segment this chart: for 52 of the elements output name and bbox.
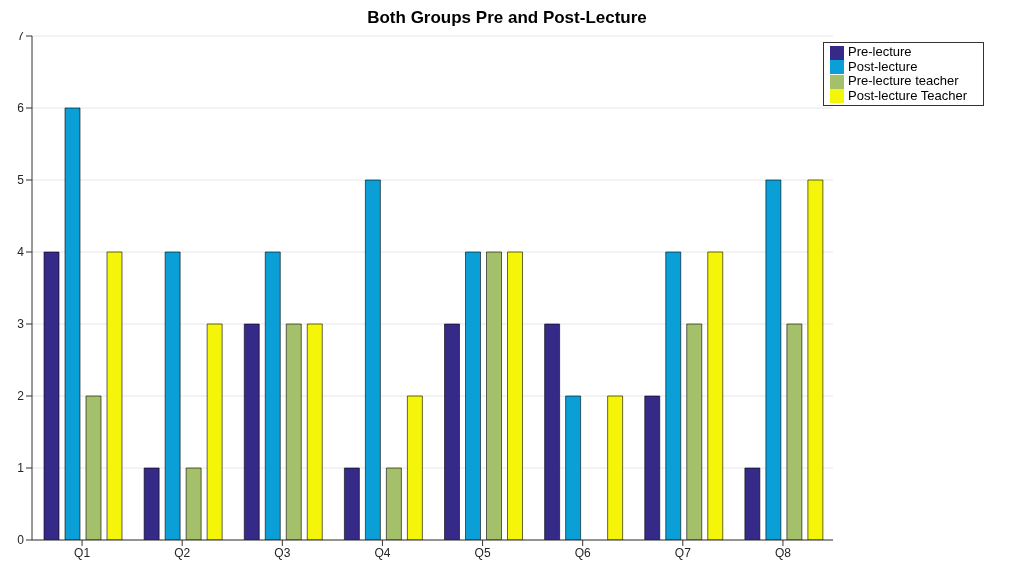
bar [85,395,102,540]
bar [185,467,202,540]
bar [665,251,682,540]
bar [64,107,81,540]
bar [264,251,281,540]
legend-label: Post-lecture Teacher [848,87,967,103]
y-tick-label: 1 [17,461,25,476]
bar [106,251,123,540]
legend-label: Post-lecture [848,58,918,74]
x-tick-label: Q4 [374,545,391,560]
y-tick-label: 6 [17,101,25,116]
bar [365,179,381,540]
bar [507,251,523,540]
x-tick-label: Q3 [274,545,291,560]
bar [765,179,782,540]
bar [465,251,481,540]
x-tick-label: Q2 [174,545,191,560]
bar [744,467,761,540]
y-tick-label: 7 [17,29,25,44]
bar [43,251,60,540]
bar [206,323,223,540]
bar [164,251,181,540]
y-tick-label: 3 [17,317,25,332]
y-tick-label: 5 [17,173,25,188]
legend-label: Pre-lecture teacher [848,73,959,89]
x-tick-label: Q1 [74,545,91,560]
bar [544,323,560,540]
legend-label: Pre-lecture [848,44,912,59]
bar [486,251,502,540]
y-tick-label: 2 [17,389,25,404]
bar [644,395,661,540]
bar [243,323,260,540]
x-tick-label: Q6 [574,545,592,560]
bar [444,323,460,540]
bar [143,467,160,540]
bar [285,323,302,540]
bar [607,395,623,540]
y-tick-label: 0 [17,533,25,548]
bar [807,179,824,540]
y-tick-label: 4 [17,245,25,260]
x-tick-label: Q8 [774,545,792,560]
bar [686,323,703,540]
bar [306,323,323,540]
bar [386,467,402,540]
bar [344,467,360,540]
bar [565,395,581,540]
bar [786,323,803,540]
x-tick-label: Q5 [474,545,491,560]
chart-title: Both Groups Pre and Post-Lecture [367,8,647,27]
bar [407,395,423,540]
bar [707,251,724,540]
x-tick-label: Q7 [674,545,692,560]
